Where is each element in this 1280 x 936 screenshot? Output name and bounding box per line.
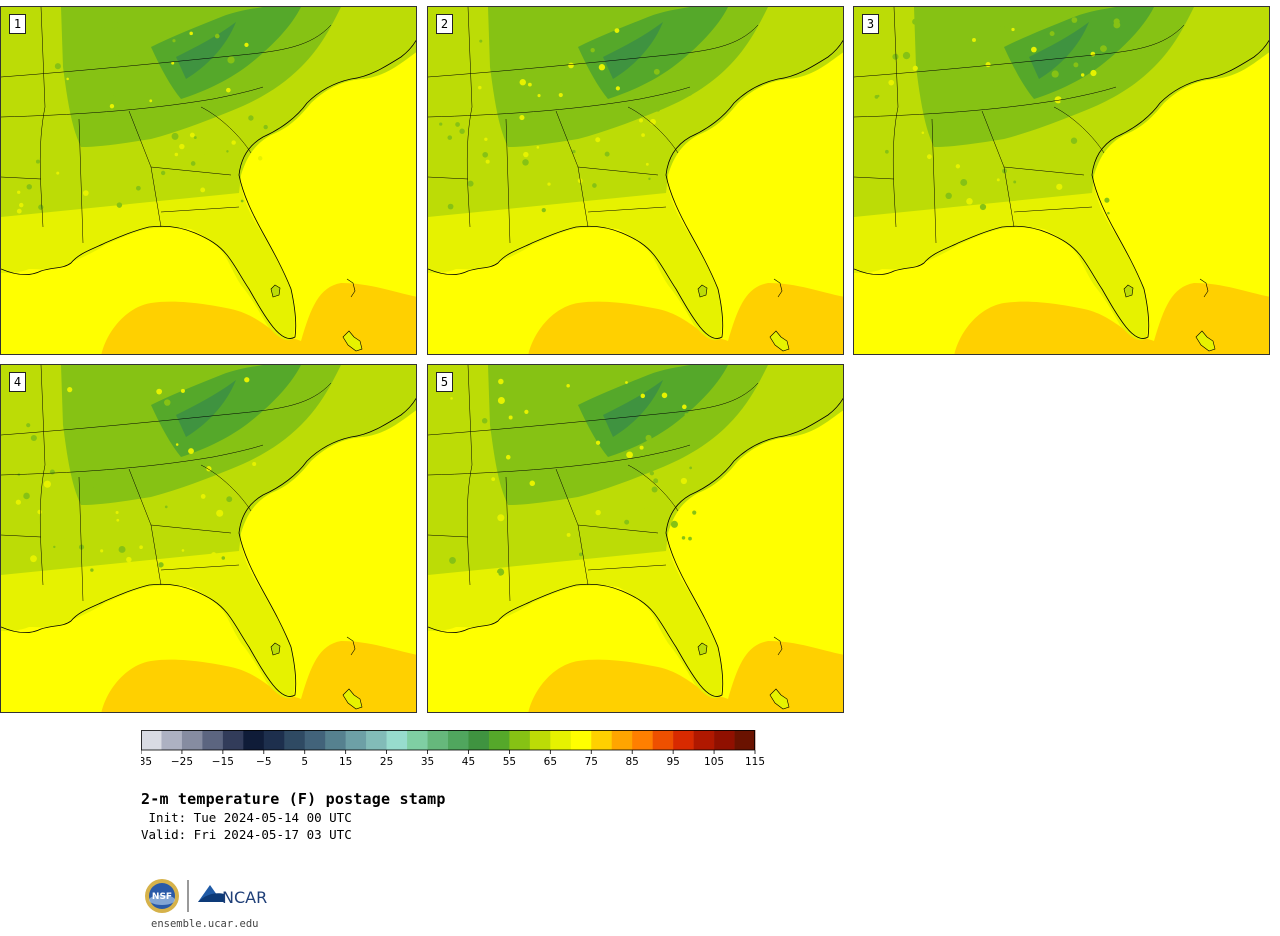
colorbar-swatch [632,730,653,750]
colorbar-swatch [243,730,265,750]
colorbar-swatch [181,730,203,750]
valid-time: Valid: Fri 2024-05-17 03 UTC [141,827,352,842]
panel-label: 1 [9,14,26,34]
colorbar-swatch [652,730,674,750]
colorbar-swatch [611,730,633,750]
map-panel-1: 1 [0,6,417,355]
colorbar-tick-label: −35 [141,756,152,768]
panel-label: 3 [862,14,879,34]
colorbar-tick-label: 55 [503,756,516,768]
colorbar-tick-label: 75 [585,756,598,768]
init-time: Init: Tue 2024-05-14 00 UTC [141,810,352,825]
svg-text:NSF: NSF [152,892,172,902]
colorbar-swatch [141,730,162,750]
temperature-map [854,7,1269,354]
colorbar-tick-label: −15 [212,756,234,768]
map-panel-4: 4 [0,364,417,713]
colorbar-tick-label: 105 [704,756,724,768]
colorbar-swatch [427,730,449,750]
colorbar-swatch [161,730,183,750]
title-block: 2-m temperature (F) postage stamp Init: … [141,790,446,842]
colorbar-tick-label: 45 [462,756,475,768]
temperature-map [428,365,843,712]
colorbar-swatch [488,730,510,750]
svg-text:NCAR: NCAR [222,888,267,907]
colorbar-swatch [366,730,387,750]
ncar-logo: NCAR [198,885,267,907]
panel-label: 5 [436,372,453,392]
colorbar-swatch [468,730,490,750]
temperature-map [428,7,843,354]
colorbar-swatch [284,730,306,750]
colorbar-tick-label: 5 [301,756,308,768]
colorbar-tick-label: 25 [380,756,393,768]
colorbar-tick-label: 15 [339,756,352,768]
colorbar-tick-label: 65 [544,756,557,768]
colorbar-swatch [591,730,613,750]
colorbar: −35 −25 −15 −5 5 15 25 35 45 55 65 75 85 95 105 115 [141,730,765,768]
nsf-logo: NSF [145,879,179,913]
colorbar-swatch [509,730,531,750]
colorbar-swatch [325,730,346,750]
colorbar-swatch [263,730,285,750]
temperature-map [1,7,416,354]
colorbar-swatch [529,730,551,750]
chart-title: 2-m temperature (F) postage stamp [141,790,446,808]
colorbar-swatch [570,730,592,750]
panel-label: 2 [436,14,453,34]
colorbar-swatch [448,730,469,750]
website-label: ensemble.ucar.edu [151,918,259,930]
colorbar-swatch [345,730,367,750]
colorbar-swatch [304,730,326,750]
map-panel-2: 2 [427,6,844,355]
colorbar-swatch [673,730,694,750]
colorbar-tick-label: −25 [171,756,193,768]
colorbar-tick-label: 115 [745,756,765,768]
map-panel-3: 3 [853,6,1270,355]
colorbar-tick-label: −5 [256,756,271,768]
colorbar-swatch [202,730,224,750]
colorbar-swatch [386,730,408,750]
logos: NSF NCAR [145,879,267,913]
colorbar-tick-label: 85 [626,756,639,768]
colorbar-swatch [714,730,735,750]
colorbar-swatch [734,730,756,750]
colorbar-swatch [693,730,715,750]
temperature-map [1,365,416,712]
colorbar-swatch [407,730,428,750]
colorbar-tick-label: 95 [666,756,679,768]
colorbar-swatch [222,730,244,750]
colorbar-tick-label: 35 [421,756,434,768]
colorbar-swatch [550,730,572,750]
map-panel-5: 5 [427,364,844,713]
panel-label: 4 [9,372,26,392]
